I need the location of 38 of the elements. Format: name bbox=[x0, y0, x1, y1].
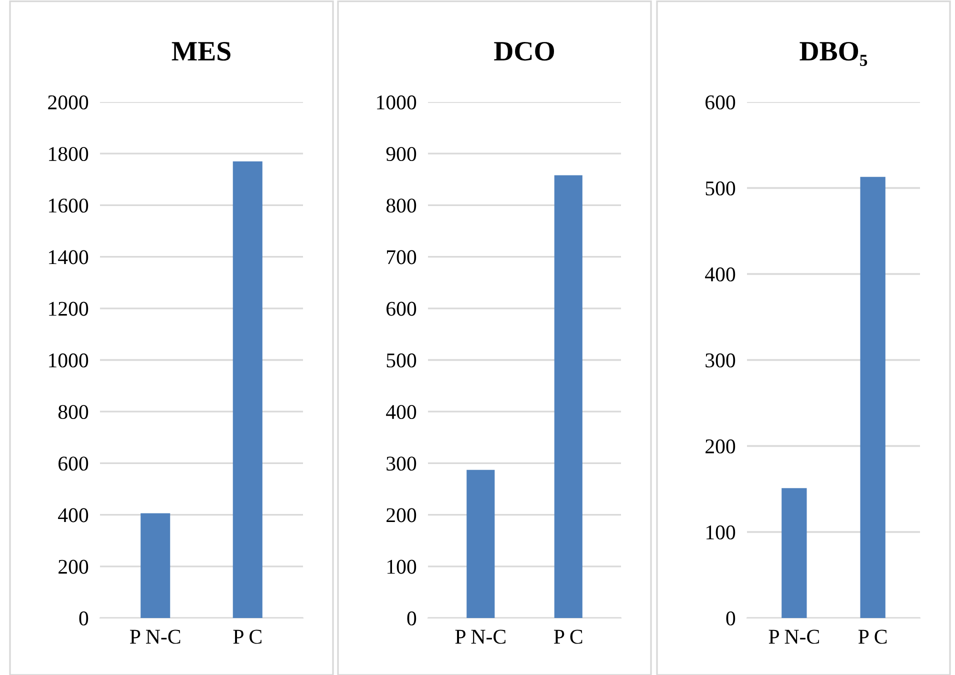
y-tick-label: 800 bbox=[386, 198, 416, 213]
y-tick-label: 800 bbox=[58, 404, 88, 420]
y-tick-label: 0 bbox=[407, 611, 416, 626]
chart-title: MES bbox=[172, 42, 230, 61]
y-tick-label: 1000 bbox=[49, 353, 88, 368]
y-tick-label: 0 bbox=[726, 611, 736, 626]
y-tick-label: 700 bbox=[387, 250, 416, 264]
y-tick-label: 1400 bbox=[49, 250, 88, 264]
y-tick-label: 500 bbox=[706, 181, 736, 196]
y-tick-label: 300 bbox=[706, 353, 736, 368]
x-tick-label: P C bbox=[554, 630, 582, 644]
chart-title: DCO bbox=[494, 42, 554, 61]
y-tick-label: 600 bbox=[58, 456, 88, 471]
x-tick-label: P C bbox=[233, 630, 262, 644]
y-tick-label: 600 bbox=[386, 302, 416, 316]
y-tick-label: 300 bbox=[386, 456, 416, 471]
y-tick-label: 400 bbox=[705, 267, 736, 282]
y-tick-label: 2000 bbox=[48, 95, 88, 110]
y-tick-label: 100 bbox=[706, 525, 736, 540]
y-tick-label: 1800 bbox=[49, 146, 88, 162]
y-tick-label: 200 bbox=[386, 508, 416, 522]
x-tick-label: P N-C bbox=[768, 630, 819, 644]
y-tick-label: 100 bbox=[387, 560, 416, 574]
chart-title: DBO₅ bbox=[800, 42, 868, 66]
y-tick-label: 1200 bbox=[49, 302, 88, 316]
y-tick-label: 900 bbox=[386, 146, 416, 162]
y-tick-label: 0 bbox=[79, 611, 88, 626]
x-tick-label: P N-C bbox=[130, 630, 180, 644]
y-tick-label: 400 bbox=[386, 404, 416, 420]
y-tick-label: 200 bbox=[706, 439, 736, 454]
x-tick-label: P N-C bbox=[455, 630, 506, 644]
y-tick-label: 400 bbox=[58, 508, 88, 522]
y-tick-label: 200 bbox=[58, 560, 88, 574]
x-tick-label: P C bbox=[858, 630, 887, 644]
y-tick-label: 500 bbox=[386, 353, 416, 368]
y-tick-label: 600 bbox=[706, 95, 736, 110]
y-tick-label: 1000 bbox=[377, 95, 416, 110]
y-tick-label: 1600 bbox=[49, 198, 88, 213]
